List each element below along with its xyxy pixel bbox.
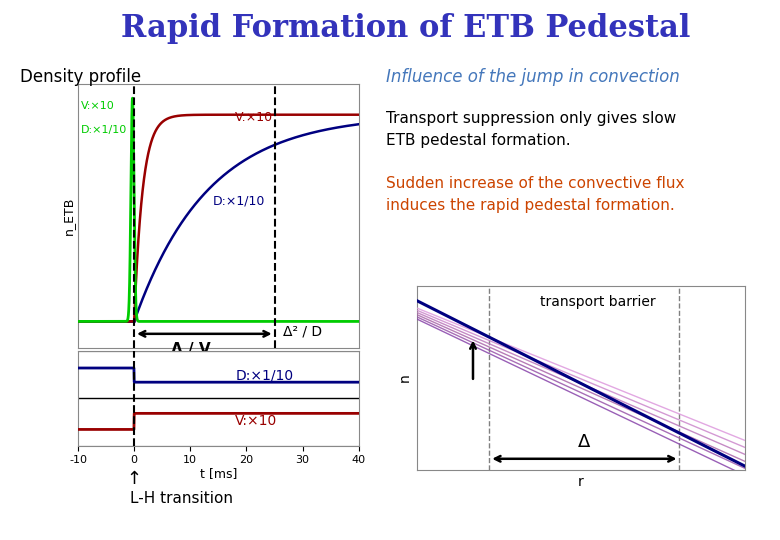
Text: Transport suppression only gives slow
ETB pedestal formation.: Transport suppression only gives slow ET… — [386, 111, 676, 148]
Text: L-H transition: L-H transition — [130, 491, 233, 507]
Text: Sudden increase of the convective flux
induces the rapid pedestal formation.: Sudden increase of the convective flux i… — [386, 176, 685, 213]
Text: Δ: Δ — [578, 434, 590, 451]
Text: V:×10: V:×10 — [236, 414, 278, 428]
Y-axis label: n_ETB: n_ETB — [62, 197, 75, 235]
Text: V:×10: V:×10 — [81, 100, 115, 111]
Text: Rapid Formation of ETB Pedestal: Rapid Formation of ETB Pedestal — [121, 14, 690, 44]
Text: D:×1/10: D:×1/10 — [236, 369, 293, 382]
Text: Influence of the jump in convection: Influence of the jump in convection — [386, 68, 680, 85]
Text: Density profile: Density profile — [20, 68, 140, 85]
Text: Δ / V: Δ / V — [171, 342, 210, 357]
X-axis label: t [ms]: t [ms] — [200, 467, 237, 480]
Text: D:×1/10: D:×1/10 — [81, 125, 127, 136]
Text: transport barrier: transport barrier — [540, 295, 655, 309]
Text: V:×10: V:×10 — [236, 111, 273, 124]
Text: ↑: ↑ — [126, 470, 142, 488]
X-axis label: r: r — [578, 475, 584, 489]
Text: Δ² / D: Δ² / D — [283, 325, 322, 339]
Text: D:×1/10: D:×1/10 — [213, 195, 265, 208]
Y-axis label: n: n — [398, 374, 412, 382]
